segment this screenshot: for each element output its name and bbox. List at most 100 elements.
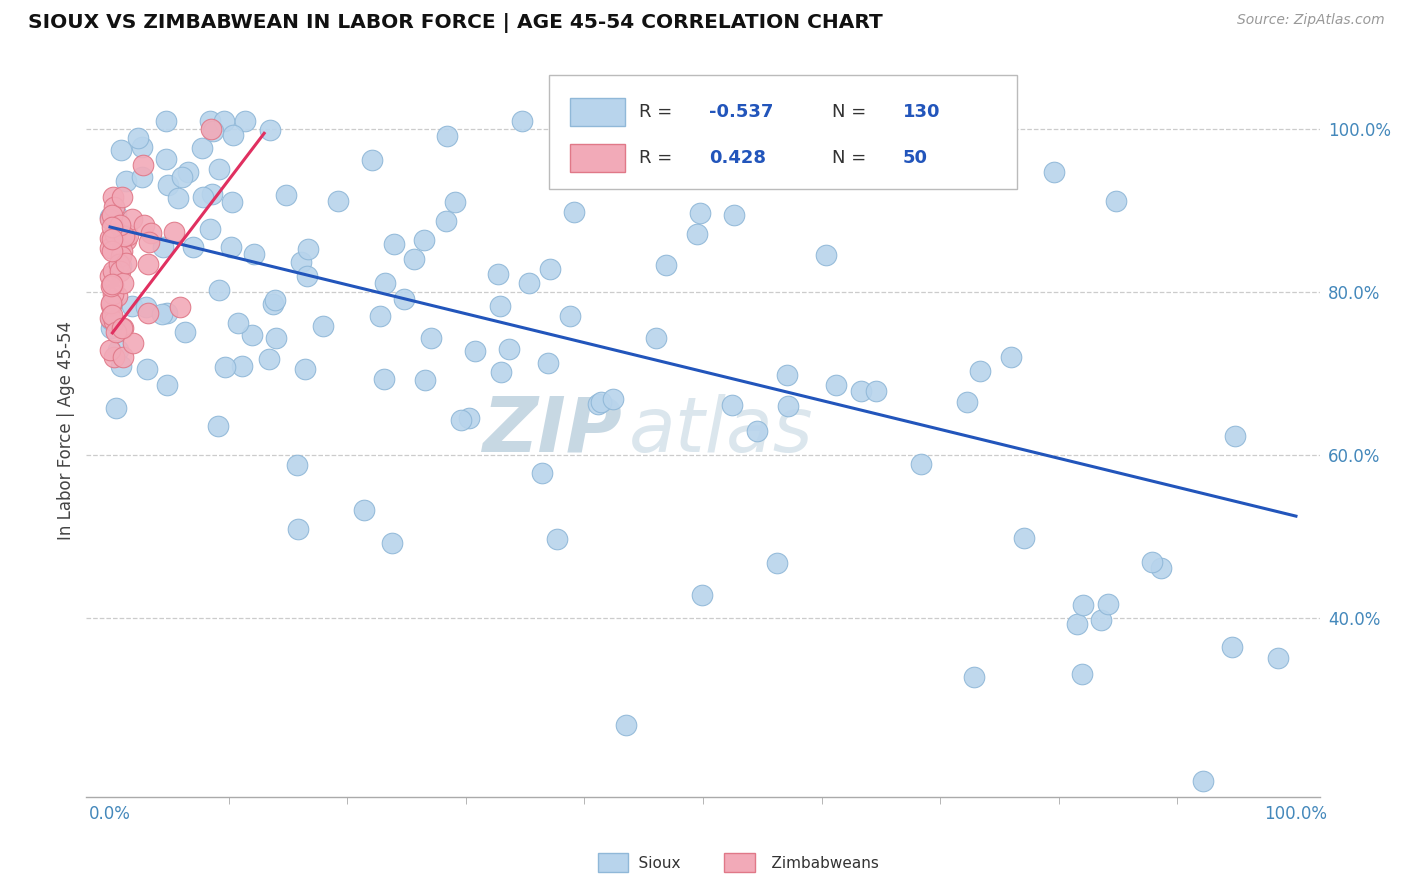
Point — [412, 234, 434, 248]
Point — [181, 240, 204, 254]
Point — [510, 114, 533, 128]
Point — [1140, 555, 1163, 569]
Point — [1222, 640, 1244, 655]
Text: -0.537: -0.537 — [709, 103, 773, 120]
Point — [111, 350, 134, 364]
Point — [98, 343, 121, 358]
Point — [257, 352, 280, 367]
Point — [368, 310, 391, 324]
Point — [105, 289, 128, 303]
Point — [489, 299, 512, 313]
Point — [259, 123, 281, 137]
Point — [558, 309, 581, 323]
Point — [98, 210, 121, 224]
Point — [517, 277, 540, 291]
Point — [98, 241, 121, 255]
Point — [276, 187, 298, 202]
Point — [264, 293, 287, 308]
Point — [287, 523, 309, 537]
Point — [546, 532, 568, 546]
Point — [98, 268, 121, 283]
Point — [402, 252, 425, 266]
Point — [1012, 531, 1035, 545]
Point — [692, 588, 714, 602]
Point — [464, 343, 486, 358]
Point — [489, 365, 512, 379]
Point — [815, 248, 838, 262]
Point — [169, 301, 191, 315]
Point — [294, 362, 316, 376]
Point — [1070, 667, 1092, 681]
Point — [121, 299, 143, 313]
Point — [190, 141, 212, 155]
Point — [723, 208, 745, 222]
Point — [686, 227, 709, 242]
Point — [100, 313, 122, 327]
Point — [562, 204, 585, 219]
Bar — [569, 144, 626, 172]
Point — [104, 401, 127, 415]
Point — [191, 190, 214, 204]
Point — [655, 258, 678, 272]
Point — [198, 114, 221, 128]
Point — [498, 343, 520, 357]
Point — [114, 174, 136, 188]
Text: ZIP: ZIP — [484, 393, 623, 467]
Point — [1267, 651, 1289, 665]
Point — [1223, 429, 1246, 443]
Point — [100, 298, 122, 312]
Point — [1071, 599, 1094, 613]
Point — [108, 219, 131, 233]
Point — [240, 328, 263, 343]
Text: SIOUX VS ZIMBABWEAN IN LABOR FORCE | AGE 45-54 CORRELATION CHART: SIOUX VS ZIMBABWEAN IN LABOR FORCE | AGE… — [28, 13, 883, 33]
Point — [136, 257, 159, 271]
Point — [776, 399, 799, 413]
Point — [413, 372, 436, 386]
Point — [100, 278, 122, 293]
Point — [243, 246, 266, 260]
Point — [1090, 613, 1112, 627]
Point — [101, 277, 124, 291]
Point — [103, 314, 125, 328]
Point — [132, 158, 155, 172]
Point — [436, 128, 458, 143]
Point — [198, 222, 221, 236]
Point — [101, 244, 124, 258]
Point — [136, 306, 159, 320]
Point — [602, 392, 624, 406]
Text: Zimbabweans: Zimbabweans — [752, 856, 879, 871]
Point — [98, 230, 121, 244]
Point — [381, 535, 404, 549]
Text: N =: N = — [832, 149, 866, 167]
Point — [101, 208, 124, 222]
Point — [374, 276, 396, 290]
Point — [222, 128, 245, 142]
Point — [486, 267, 509, 281]
Point — [101, 287, 124, 301]
Point — [956, 395, 979, 409]
Point — [115, 255, 138, 269]
Point — [110, 249, 132, 263]
Point — [100, 212, 122, 227]
Point — [103, 264, 125, 278]
Point — [115, 233, 138, 247]
Point — [444, 195, 467, 210]
Point — [231, 359, 253, 373]
Point — [100, 320, 122, 334]
Point — [112, 229, 135, 244]
Point — [586, 397, 609, 411]
Point — [1192, 773, 1215, 788]
Text: atlas: atlas — [628, 393, 814, 467]
Bar — [598, 853, 628, 872]
Point — [457, 410, 479, 425]
Point — [117, 228, 139, 243]
Point — [105, 207, 128, 221]
Point — [208, 283, 231, 297]
Point — [131, 140, 153, 154]
Point — [538, 261, 561, 276]
Point — [121, 212, 143, 227]
Point — [101, 295, 124, 310]
Text: Sioux: Sioux — [619, 856, 681, 871]
Point — [969, 364, 991, 378]
Y-axis label: In Labor Force | Age 45-54: In Labor Force | Age 45-54 — [58, 321, 75, 540]
